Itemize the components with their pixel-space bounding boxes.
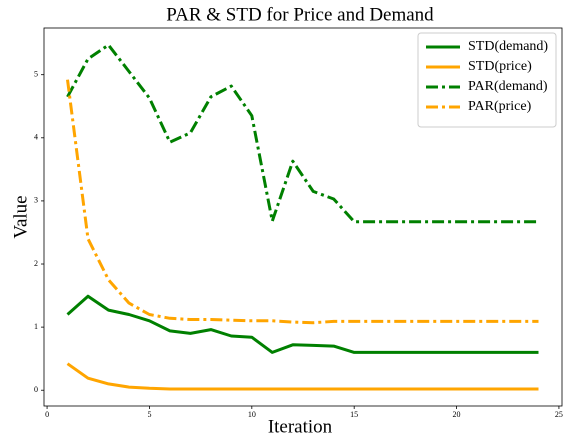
legend-label: STD(price) [468,59,532,74]
x-tick-label: 5 [147,410,151,419]
y-tick-label: 3 [34,196,38,205]
x-tick-label: 20 [453,410,461,419]
data-line [66,362,539,391]
legend: STD(demand) STD(price) PAR(demand) PAR(pric… [417,32,557,128]
data-line [66,43,539,224]
plot-frame [43,27,563,407]
y-tick-label: 1 [34,322,38,331]
y-tick-label: 0 [34,385,38,394]
legend-box [417,32,557,128]
chart-title: PAR & STD for Price and Demand [166,4,434,25]
legend-label: STD(demand) [468,39,548,54]
y-tick-label: 4 [34,133,38,142]
data-line [66,79,539,325]
legend-label: PAR(price) [468,99,532,114]
x-tick-label: 10 [248,410,256,419]
data-line [66,294,539,354]
y-axis-label: Value [10,195,31,238]
x-tick-label: 0 [45,410,49,419]
y-tick-label: 2 [34,259,38,268]
y-tick-label: 5 [34,70,38,79]
legend-label: PAR(demand) [468,79,548,94]
x-tick-label: 25 [555,410,563,419]
x-axis-label: Iteration [268,416,333,437]
x-tick-label: 15 [350,410,358,419]
